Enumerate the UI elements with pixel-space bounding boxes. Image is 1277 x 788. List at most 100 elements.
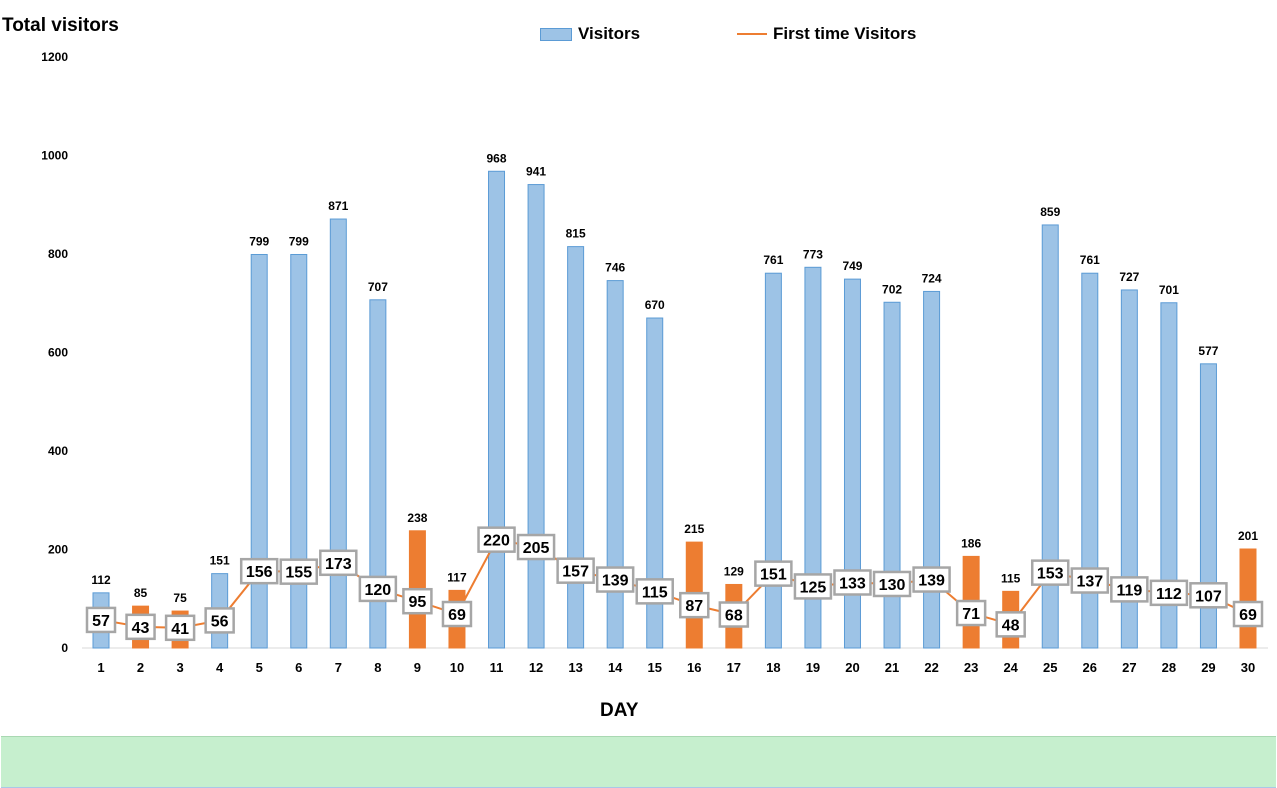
x-tick-label: 30	[1241, 660, 1255, 675]
line-point-label-box	[718, 601, 750, 628]
line-data-label: 69	[1239, 607, 1257, 624]
x-tick-label: 13	[568, 660, 582, 675]
bar-visitors	[1239, 548, 1257, 649]
line-point-label-box	[125, 613, 156, 641]
x-tick-label: 28	[1162, 660, 1176, 675]
bar-data-label: 941	[526, 165, 546, 179]
bar-visitors	[369, 299, 387, 649]
bar-visitors	[1160, 302, 1178, 649]
bar-visitors	[923, 290, 941, 649]
x-tick-label: 1	[97, 660, 104, 675]
x-tick-label: 25	[1043, 660, 1057, 675]
footer-band	[1, 736, 1276, 788]
line-point-label-box	[872, 570, 912, 598]
bar-data-label: 670	[645, 298, 665, 312]
bar-visitors	[1199, 363, 1217, 649]
y-tick-label: 0	[61, 641, 68, 655]
line-point-label-box	[1189, 582, 1228, 609]
line-point-label-box	[679, 591, 710, 619]
x-tick-label: 5	[256, 660, 263, 675]
x-tick-label: 23	[964, 660, 978, 675]
line-data-label: 41	[171, 621, 189, 638]
bar-visitors	[764, 272, 782, 649]
line-point-label-box	[1030, 559, 1070, 586]
bar-data-label: 115	[1001, 571, 1021, 585]
bar-data-label: 112	[91, 573, 111, 587]
x-tick-label: 24	[1003, 660, 1018, 675]
x-axis-title: DAY	[600, 700, 639, 721]
line-data-label: 115	[642, 584, 668, 601]
line-point-label-box	[164, 614, 196, 642]
line-point-label-box	[1110, 576, 1149, 603]
y-tick-label: 1000	[41, 149, 68, 163]
bar-visitors	[329, 218, 347, 649]
line-point-label-box	[833, 569, 872, 596]
line-point-label-box	[1232, 600, 1264, 628]
legend-item-visitors: Visitors	[540, 24, 640, 44]
x-tick-label: 19	[806, 660, 820, 675]
line-point-label-box	[995, 611, 1026, 638]
line-point-label-box	[204, 607, 235, 634]
line-data-label: 156	[246, 564, 273, 581]
y-tick-label: 200	[48, 543, 68, 557]
line-data-label: 69	[448, 607, 466, 624]
line-point-label-box	[358, 575, 398, 603]
bar-data-label: 746	[605, 261, 625, 275]
line-point-label-box	[793, 573, 833, 600]
x-tick-label: 18	[766, 660, 780, 675]
line-data-label: 139	[918, 573, 945, 590]
legend-label: First time Visitors	[773, 24, 917, 43]
legend-bar-swatch	[540, 27, 572, 41]
line-point-label-box	[477, 526, 516, 553]
bar-data-label: 871	[328, 199, 348, 213]
line-data-label: 43	[132, 620, 150, 637]
x-tick-label: 8	[374, 660, 381, 675]
bar-visitors	[843, 278, 861, 649]
bar-visitors	[606, 280, 624, 649]
line-data-label: 95	[409, 594, 427, 611]
line-point-label-box	[516, 533, 556, 561]
line-data-label: 130	[879, 577, 906, 594]
x-tick-label: 15	[647, 660, 661, 675]
line-data-label: 71	[962, 606, 980, 623]
line-point-label-box	[556, 557, 595, 584]
line-data-label: 139	[602, 573, 629, 590]
line-point-label-box	[754, 560, 793, 587]
x-tick-label: 26	[1083, 660, 1097, 675]
chart-plot: 0200400600800100012001121852753151479957…	[41, 50, 1268, 675]
line-data-label: 137	[1076, 574, 1103, 591]
bar-data-label: 201	[1238, 529, 1258, 543]
bar-visitors	[250, 253, 268, 649]
bar-data-label: 968	[487, 151, 507, 165]
bar-visitors	[290, 253, 308, 649]
line-data-label: 87	[685, 598, 703, 615]
line-data-label: 57	[92, 613, 110, 630]
x-tick-label: 17	[727, 660, 741, 675]
line-data-label: 112	[1156, 586, 1182, 603]
bar-data-label: 749	[842, 259, 862, 273]
bar-data-label: 727	[1119, 270, 1139, 284]
line-data-label: 133	[839, 575, 866, 592]
line-point-label-box	[279, 558, 319, 585]
x-tick-label: 9	[414, 660, 421, 675]
x-tick-label: 4	[216, 660, 224, 675]
line-data-label: 155	[285, 565, 312, 582]
line-point-label-box	[239, 557, 279, 585]
bar-visitors	[527, 184, 545, 649]
line-data-label: 119	[1116, 582, 1142, 599]
line-point-label-box	[912, 566, 951, 593]
x-tick-label: 14	[608, 660, 623, 675]
line-data-label: 120	[365, 582, 392, 599]
bar-visitors	[488, 170, 506, 649]
bar-visitors	[1120, 289, 1138, 649]
line-data-label: 68	[725, 608, 743, 625]
bar-data-label: 702	[882, 282, 902, 296]
bar-data-label: 117	[447, 570, 467, 584]
y-tick-label: 400	[48, 444, 68, 458]
line-point-label-box	[1070, 567, 1110, 594]
bar-data-label: 215	[684, 522, 704, 536]
line-point-label-box	[441, 600, 473, 628]
bar-data-label: 707	[368, 280, 388, 294]
bar-data-label: 773	[803, 247, 823, 261]
bar-data-label: 799	[289, 234, 309, 248]
